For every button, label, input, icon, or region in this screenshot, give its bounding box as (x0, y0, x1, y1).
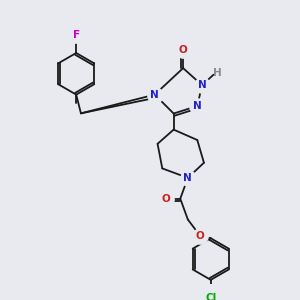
Text: Cl: Cl (205, 292, 216, 300)
Text: H: H (213, 68, 222, 78)
Text: N: N (150, 90, 159, 100)
Text: N: N (193, 101, 202, 111)
Text: F: F (73, 30, 80, 40)
Text: N: N (198, 80, 206, 90)
Text: O: O (161, 194, 170, 204)
Text: O: O (196, 231, 205, 241)
Text: O: O (179, 45, 188, 56)
Text: N: N (184, 173, 192, 183)
